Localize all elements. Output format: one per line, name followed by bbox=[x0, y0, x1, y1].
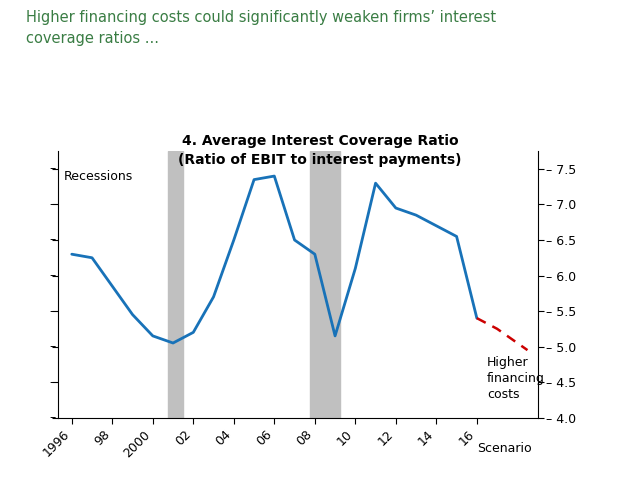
Text: –: – bbox=[49, 375, 55, 389]
Text: –: – bbox=[49, 269, 55, 282]
Text: –: – bbox=[49, 162, 55, 176]
Text: –: – bbox=[49, 198, 55, 211]
Bar bbox=[168, 151, 183, 418]
Text: Higher financing costs could significantly weaken firms’ interest
coverage ratio: Higher financing costs could significant… bbox=[26, 10, 496, 46]
Bar bbox=[310, 151, 340, 418]
Text: Scenario: Scenario bbox=[477, 443, 532, 456]
Text: –: – bbox=[49, 411, 55, 424]
Text: –: – bbox=[49, 340, 55, 353]
Text: –: – bbox=[49, 304, 55, 318]
Text: Higher
financing
costs: Higher financing costs bbox=[487, 356, 545, 401]
Text: 4. Average Interest Coverage Ratio
(Ratio of EBIT to interest payments): 4. Average Interest Coverage Ratio (Rati… bbox=[179, 134, 461, 167]
Text: Recessions: Recessions bbox=[63, 170, 133, 183]
Text: –: – bbox=[49, 233, 55, 247]
